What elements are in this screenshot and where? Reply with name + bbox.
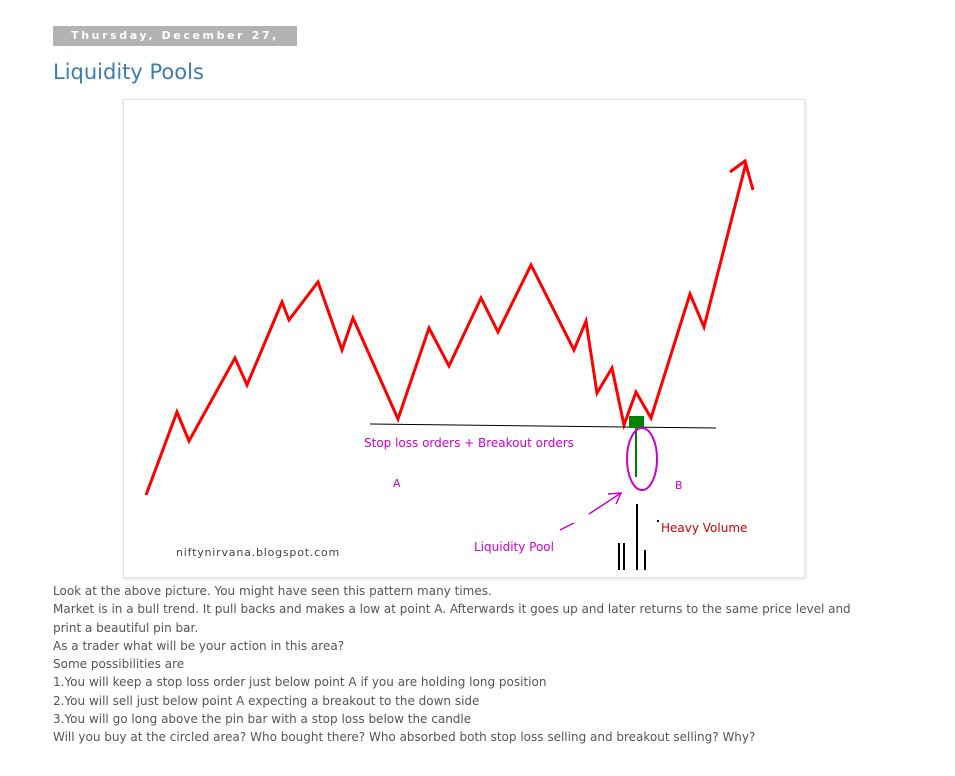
post-title-link[interactable]: Liquidity Pools [53,60,204,84]
post-date-header: Thursday, December 27, 2012 [53,26,297,62]
pointer-arrow-lower [559,522,575,531]
body-line: 3.You will go long above the pin bar wit… [53,712,472,727]
stop-loss-label: Stop loss orders + Breakout orders [364,436,574,450]
body-line: 1.You will keep a stop loss order just b… [53,675,547,690]
liquidity-pool-circle [626,427,658,491]
heavy-volume-label: Heavy Volume [661,521,747,535]
pointer-arrow-head-icon [607,492,623,505]
post-body: Look at the above picture. You might hav… [53,582,873,747]
body-line: Look at the above picture. You might hav… [53,584,492,598]
volume-dot [657,520,659,522]
liquidity-pool-label: Liquidity Pool [474,540,554,554]
liquidity-pool-illustration: Stop loss orders + Breakout orders A B H… [123,99,805,578]
body-line: 2.You will sell just below point A expec… [53,693,480,708]
pin-bar-body [629,416,644,428]
support-level-line [369,423,717,429]
point-b-label: B [675,479,683,492]
body-line: As a trader what will be your action in … [53,638,345,653]
body-line: Will you buy at the circled area? Who bo… [53,730,756,745]
price-zigzag-line [144,162,748,496]
body-line: Market is in a bull trend. It pull backs… [53,602,851,635]
pointer-arrow-shaft [588,492,622,515]
body-line: Some possibilities are [53,657,185,672]
arrow-head-icon [729,158,755,191]
illustration-canvas: Stop loss orders + Breakout orders A B H… [144,158,755,570]
watermark-text: niftynirvana.blogspot.com [176,546,340,559]
point-a-label: A [393,477,401,490]
